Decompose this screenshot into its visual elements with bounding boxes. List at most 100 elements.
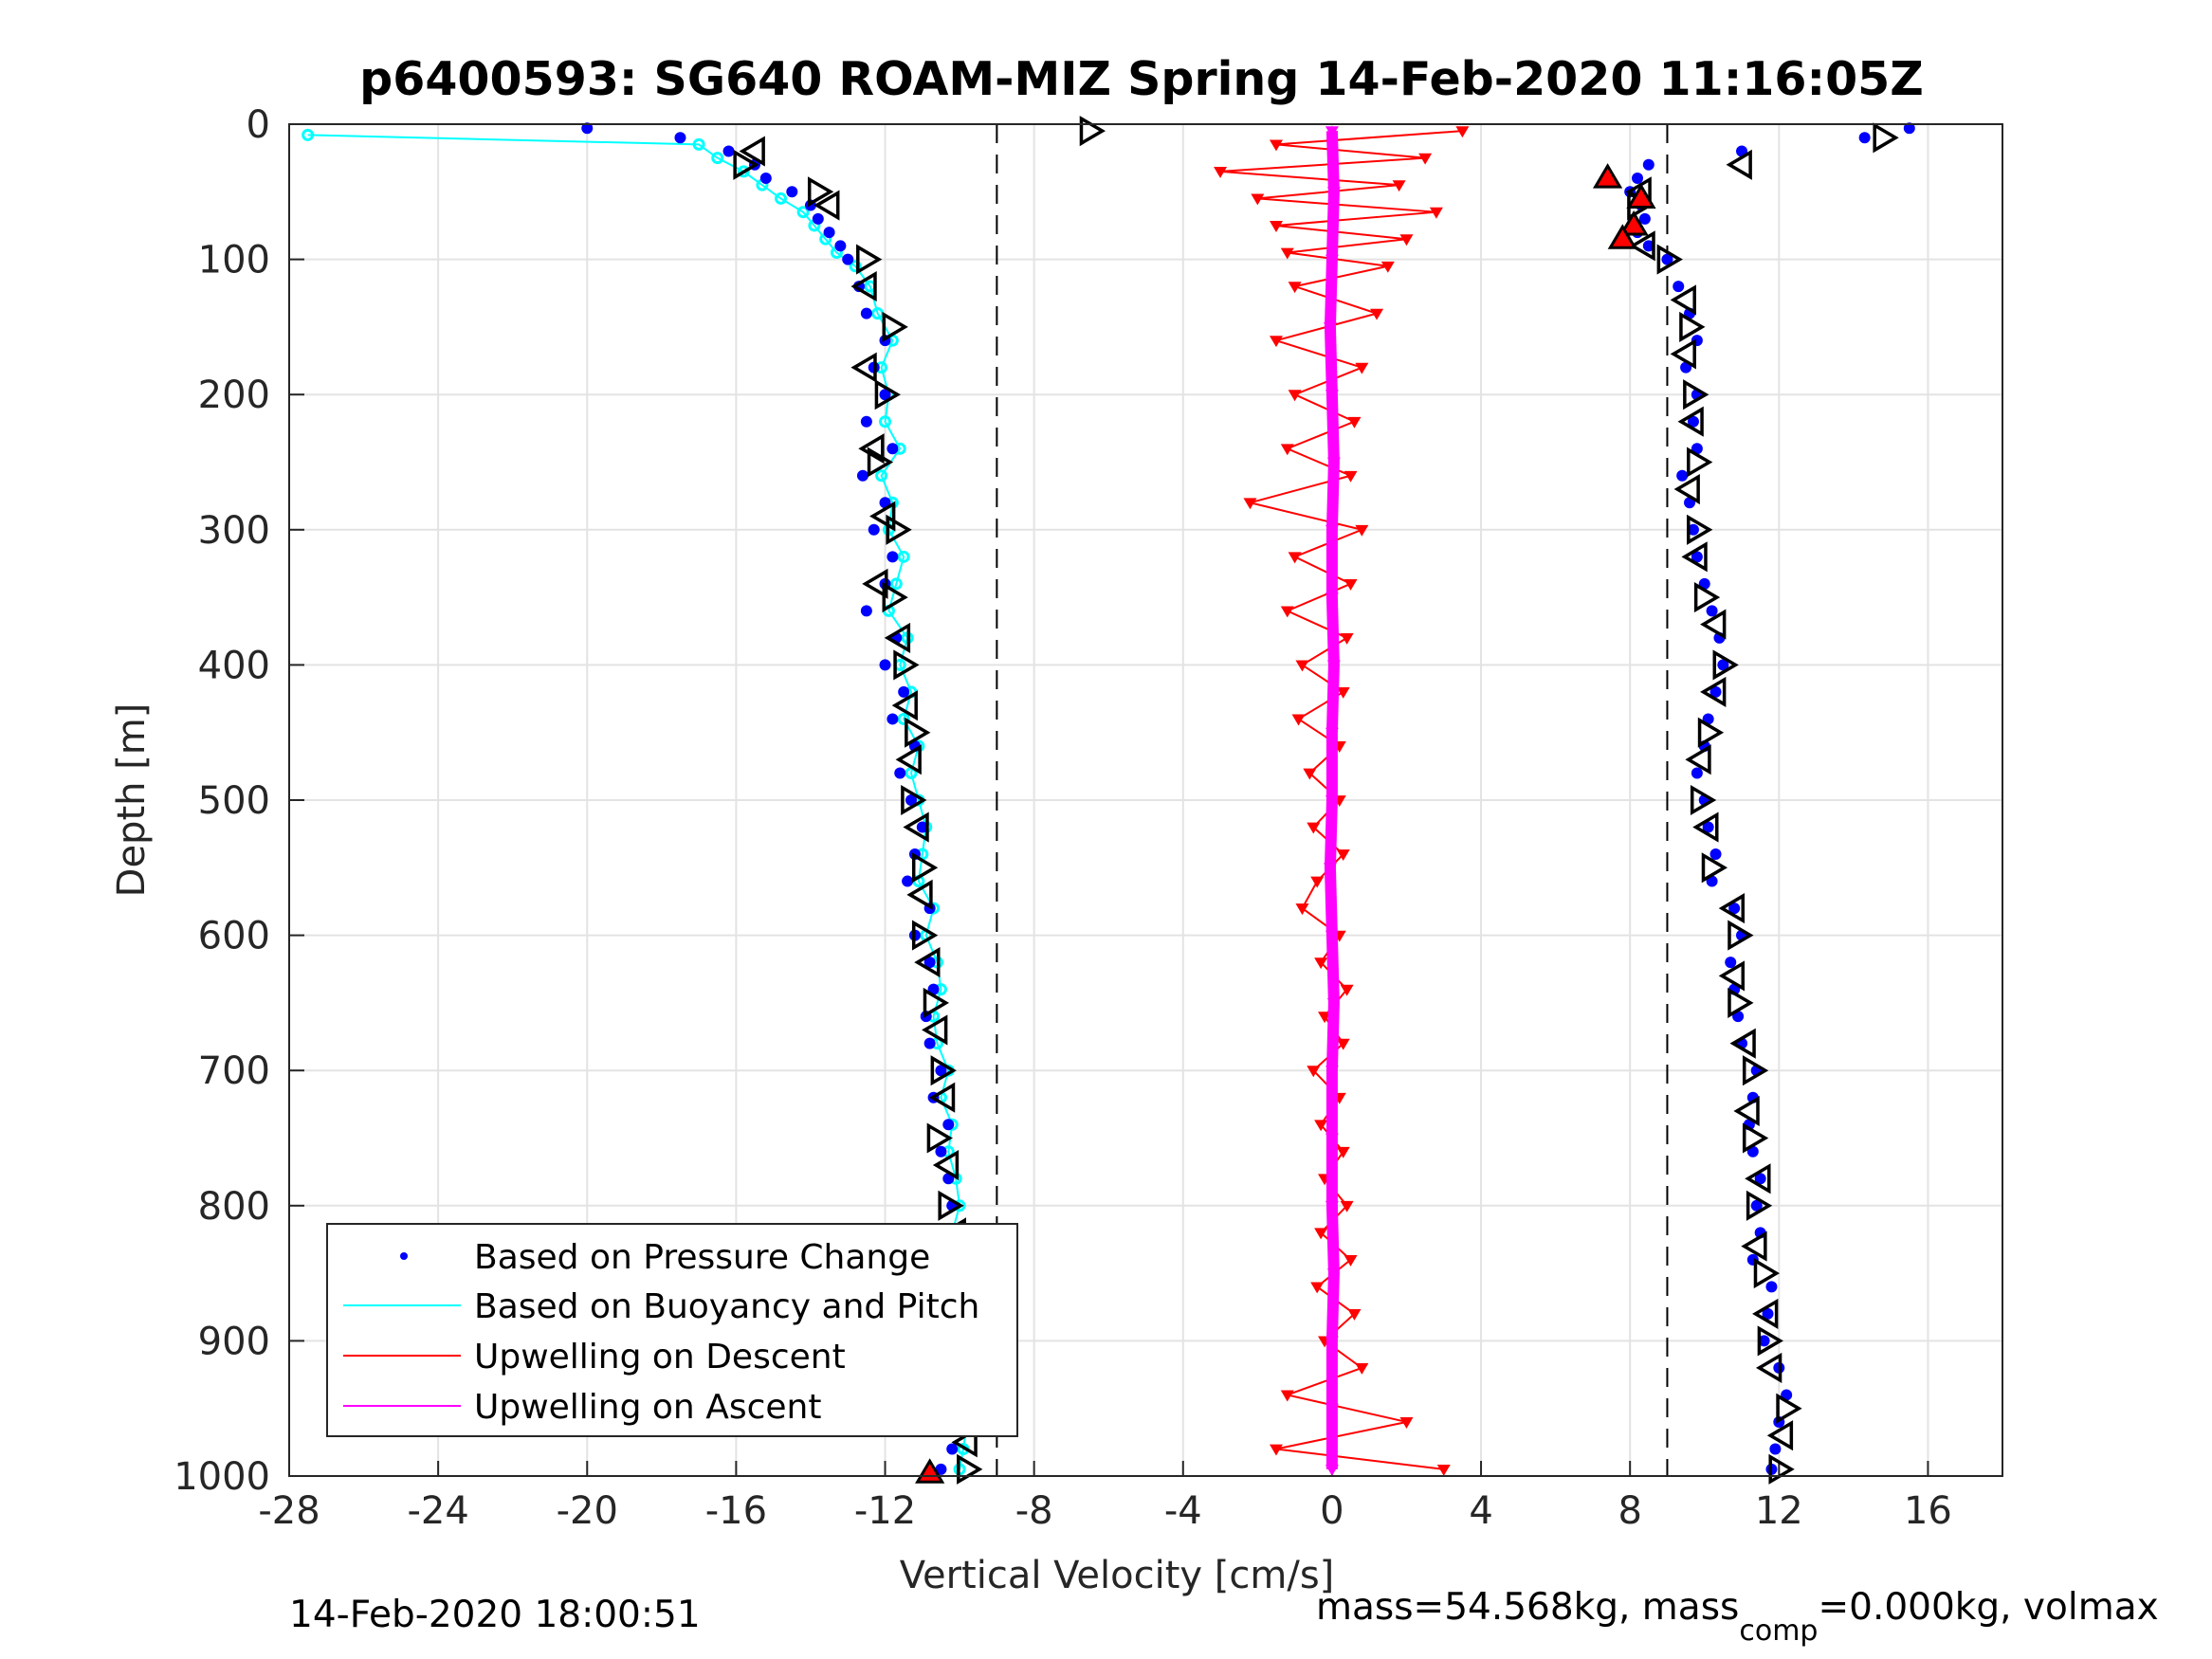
pressure-point — [842, 253, 854, 265]
y-tick-label: 400 — [198, 644, 270, 687]
pressure-point — [1676, 469, 1689, 482]
pressure-point — [879, 389, 891, 401]
pressure-point — [1725, 957, 1737, 969]
buoyancy-point — [879, 415, 892, 428]
ascent-point — [1325, 524, 1339, 537]
marker-triangle-left — [1729, 1028, 1756, 1059]
chart-title: p6400593: SG640 ROAM-MIZ Spring 14-Feb-2… — [359, 52, 1924, 106]
descent-point — [1355, 524, 1369, 537]
marker-triangle-left — [1700, 676, 1727, 707]
pressure-point — [942, 1119, 955, 1131]
descent-point — [1336, 1038, 1350, 1050]
marker-triangle-right — [893, 649, 920, 681]
buoyancy-point — [889, 577, 903, 591]
descent-point — [1295, 903, 1309, 916]
pressure-point — [834, 240, 847, 252]
marker-triangle-right — [1701, 852, 1728, 884]
marker-triangle-left — [884, 622, 911, 653]
y-tick-label: 500 — [198, 779, 270, 823]
ascent-point — [1326, 187, 1341, 199]
x-tick-label: -24 — [407, 1489, 468, 1533]
marker-triangle-left — [1677, 406, 1704, 437]
marker-triangle-right — [901, 784, 927, 816]
marker-triangle-left — [906, 879, 933, 910]
descent-point — [1303, 768, 1317, 780]
marker-triangle-left — [1681, 541, 1708, 573]
pressure-point — [1758, 1335, 1770, 1347]
marker-triangle-left — [932, 1149, 960, 1181]
descent-point — [1380, 261, 1395, 273]
descent-point — [1347, 1308, 1362, 1321]
marker-triangle-right — [1742, 1122, 1769, 1154]
marker-triangle-right — [856, 244, 883, 275]
pressure-point — [1765, 1281, 1778, 1293]
marker-triangle-left — [814, 190, 840, 221]
pressure-point — [887, 443, 899, 455]
pressure-point — [1750, 1199, 1763, 1212]
pressure-point — [823, 227, 835, 239]
descent-point — [1269, 139, 1283, 152]
buoyancy-point — [897, 712, 910, 725]
y-tick-label: 100 — [198, 239, 270, 283]
marker-triangle-left — [739, 136, 765, 167]
ascent-point — [1326, 1268, 1341, 1281]
pressure-point — [1717, 659, 1729, 671]
ascent-point — [1325, 592, 1339, 605]
ascent-point — [1325, 390, 1339, 402]
axes-frame — [288, 123, 2003, 1477]
pressure-point — [1632, 173, 1644, 185]
marker-triangle-right — [886, 514, 912, 545]
marker-triangle-left — [928, 1082, 956, 1113]
buoyancy-point — [875, 469, 888, 483]
marker-triangle-right — [1687, 514, 1713, 545]
marker-triangle-right — [1683, 379, 1709, 410]
descent-point — [1288, 282, 1302, 294]
marker-triangle-right — [926, 1122, 953, 1154]
descent-point — [1310, 1282, 1325, 1294]
ascent-point — [1325, 795, 1339, 807]
pressure-point — [1687, 415, 1699, 428]
ascent-point — [1325, 254, 1339, 266]
pressure-point — [1709, 685, 1722, 698]
pressure-point — [1687, 523, 1699, 536]
marker-triangle-left — [1718, 960, 1746, 992]
descent-point — [1314, 957, 1328, 970]
footer-mass-subscript: comp — [1739, 1614, 1818, 1648]
x-axis-label: Vertical Velocity [cm/s] — [900, 1554, 1335, 1597]
pressure-point — [923, 957, 936, 969]
marker-triangle-up — [1626, 183, 1656, 210]
marker-triangle-left — [850, 271, 877, 302]
descent-point — [1340, 1200, 1354, 1212]
marker-triangle-right — [1079, 116, 1106, 147]
y-tick-label: 200 — [198, 374, 270, 417]
marker-triangle-up — [1607, 224, 1637, 249]
legend: Based on Pressure Change Based on Buoyan… — [326, 1223, 1018, 1437]
descent-point — [1288, 552, 1302, 564]
footer-timestamp: 14-Feb-2020 18:00:51 — [289, 1594, 701, 1636]
pressure-point — [1638, 212, 1651, 225]
descent-point — [1280, 1390, 1294, 1402]
legend-label-buoyancy: Based on Buoyancy and Pitch — [474, 1287, 979, 1326]
pressure-point — [1769, 1443, 1782, 1455]
pressure-point — [1642, 158, 1654, 171]
marker-triangle-left — [1733, 1095, 1760, 1127]
ascent-point — [1326, 998, 1341, 1010]
legend-box — [326, 1223, 1018, 1437]
buoyancy-point — [737, 165, 750, 178]
x-tick-label: 4 — [1469, 1489, 1492, 1533]
marker-triangle-left — [1670, 284, 1696, 316]
descent-point — [1214, 167, 1228, 178]
pressure-point — [1903, 122, 1915, 135]
marker-triangle-left — [1755, 1352, 1782, 1383]
marker-triangle-right — [1728, 920, 1754, 951]
marker-triangle-right — [1712, 649, 1739, 681]
descent-point — [1418, 153, 1433, 165]
ascent-point — [1326, 660, 1341, 672]
descent-point — [1307, 1066, 1321, 1078]
pressure-point — [581, 122, 594, 135]
descent-point — [1280, 247, 1294, 260]
pressure-point — [905, 794, 918, 806]
pressure-point — [860, 605, 872, 617]
descent-point — [1288, 390, 1302, 402]
